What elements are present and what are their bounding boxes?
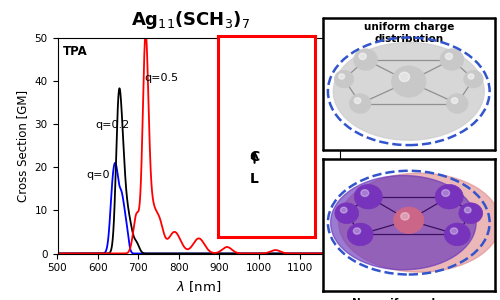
- Text: q=0.2: q=0.2: [96, 120, 130, 130]
- Ellipse shape: [334, 42, 484, 140]
- Circle shape: [335, 203, 358, 224]
- Circle shape: [464, 207, 471, 213]
- Circle shape: [361, 190, 368, 196]
- Circle shape: [350, 94, 371, 113]
- Circle shape: [459, 203, 482, 224]
- Circle shape: [464, 70, 483, 88]
- Circle shape: [450, 228, 458, 234]
- Y-axis label: Cross Section [GM]: Cross Section [GM]: [16, 89, 29, 202]
- Circle shape: [400, 72, 409, 82]
- Circle shape: [348, 223, 373, 246]
- Circle shape: [401, 213, 409, 220]
- Text: Ag$_{11}$(SCH$_3$)$_7$: Ag$_{11}$(SCH$_3$)$_7$: [130, 9, 250, 31]
- Circle shape: [442, 190, 450, 196]
- X-axis label: $\lambda$ [nm]: $\lambda$ [nm]: [176, 279, 222, 294]
- Text: q=0: q=0: [86, 170, 110, 180]
- Circle shape: [394, 207, 424, 233]
- Circle shape: [338, 74, 344, 79]
- Text: q=0.5: q=0.5: [144, 73, 179, 83]
- Text: TPA: TPA: [62, 45, 88, 58]
- Text: Nonuniform charge
distribution: Nonuniform charge distribution: [352, 298, 466, 300]
- Circle shape: [354, 49, 378, 70]
- Circle shape: [359, 53, 366, 60]
- Text: L: L: [250, 172, 259, 186]
- Circle shape: [446, 94, 468, 113]
- Circle shape: [392, 66, 426, 97]
- Circle shape: [354, 228, 360, 234]
- Text: uniform charge
distribution: uniform charge distribution: [364, 22, 454, 44]
- Circle shape: [435, 184, 463, 209]
- Circle shape: [468, 74, 474, 79]
- Circle shape: [340, 207, 347, 213]
- Circle shape: [440, 49, 464, 70]
- Circle shape: [444, 223, 470, 246]
- Circle shape: [452, 98, 458, 103]
- Text: C: C: [250, 150, 260, 164]
- Ellipse shape: [338, 173, 500, 272]
- Circle shape: [354, 184, 382, 209]
- Ellipse shape: [330, 176, 476, 270]
- Circle shape: [354, 98, 361, 103]
- Circle shape: [446, 53, 452, 60]
- Circle shape: [334, 70, 354, 88]
